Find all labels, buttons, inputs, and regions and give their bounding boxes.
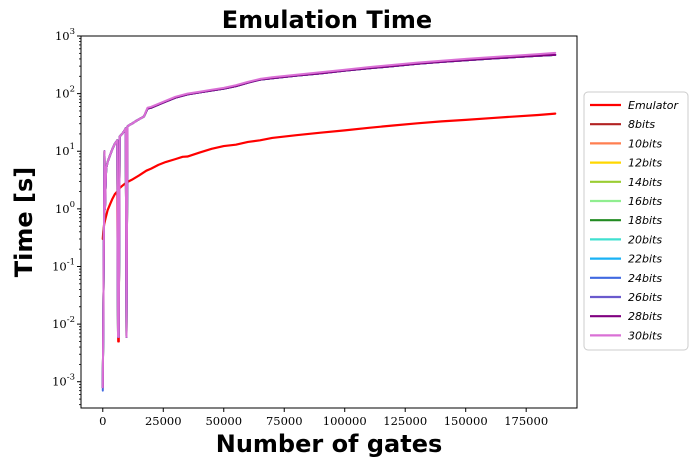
series-line-20bits	[101, 53, 557, 389]
series-line-10bits	[101, 53, 557, 389]
axes: 0 25000 50000 75000 100000 125000 150000 175000…	[52, 27, 548, 428]
series-line-14bits	[101, 53, 557, 389]
x-tick-label: 100000	[323, 414, 367, 428]
legend-label: 20bits	[628, 233, 662, 246]
series-line-12bits	[101, 53, 557, 389]
y-axis-label: Time [s]	[10, 167, 38, 277]
series-line-8bits	[101, 53, 557, 389]
x-tick-label: 150000	[444, 414, 488, 428]
series-line-30bits	[101, 51, 557, 389]
legend-label: 14bits	[628, 176, 662, 189]
x-tick-label: 0	[99, 414, 106, 428]
series-line-24bits	[101, 53, 557, 392]
y-tick-label: 10-2	[52, 315, 75, 331]
y-tick-label: 102	[55, 85, 75, 101]
chart-title: Emulation Time	[222, 6, 432, 34]
legend-label: 10bits	[628, 137, 662, 150]
legend-label: 30bits	[628, 329, 662, 342]
x-tick-label: 50000	[205, 414, 242, 428]
legend-label: Emulator	[628, 99, 679, 112]
legend: Emulator 8bits 10bits 12bits 14bits 16bits 18b…	[583, 91, 689, 351]
legend-label: 24bits	[628, 272, 662, 285]
y-tick-label: 103	[55, 27, 75, 43]
y-tick-label: 10-1	[52, 257, 75, 273]
series-line-16bits	[101, 53, 557, 389]
series-line-18bits	[101, 53, 557, 389]
y-tick-label: 101	[55, 142, 75, 158]
legend-label: 12bits	[628, 157, 662, 170]
series-line-28bits	[101, 53, 557, 389]
series-line-emulator	[101, 112, 557, 343]
x-tick-label: 175000	[504, 414, 548, 428]
series-lines	[101, 51, 557, 392]
legend-label: 18bits	[628, 214, 662, 227]
series-line-26bits	[101, 53, 557, 389]
legend-label: 22bits	[628, 253, 662, 266]
legend-label: 28bits	[628, 310, 662, 323]
legend-label: 8bits	[628, 118, 655, 131]
series-line-22bits	[101, 53, 557, 389]
y-tick-label: 100	[55, 200, 75, 216]
legend-label: 26bits	[628, 291, 662, 304]
x-tick-label: 125000	[383, 414, 427, 428]
legend-label: 16bits	[628, 195, 662, 208]
x-tick-label: 25000	[145, 414, 182, 428]
plot-frame	[80, 35, 578, 409]
legend-box	[583, 91, 689, 351]
y-tick-label: 10-3	[52, 373, 75, 389]
x-axis-label: Number of gates	[216, 430, 443, 458]
x-tick-label: 75000	[266, 414, 303, 428]
